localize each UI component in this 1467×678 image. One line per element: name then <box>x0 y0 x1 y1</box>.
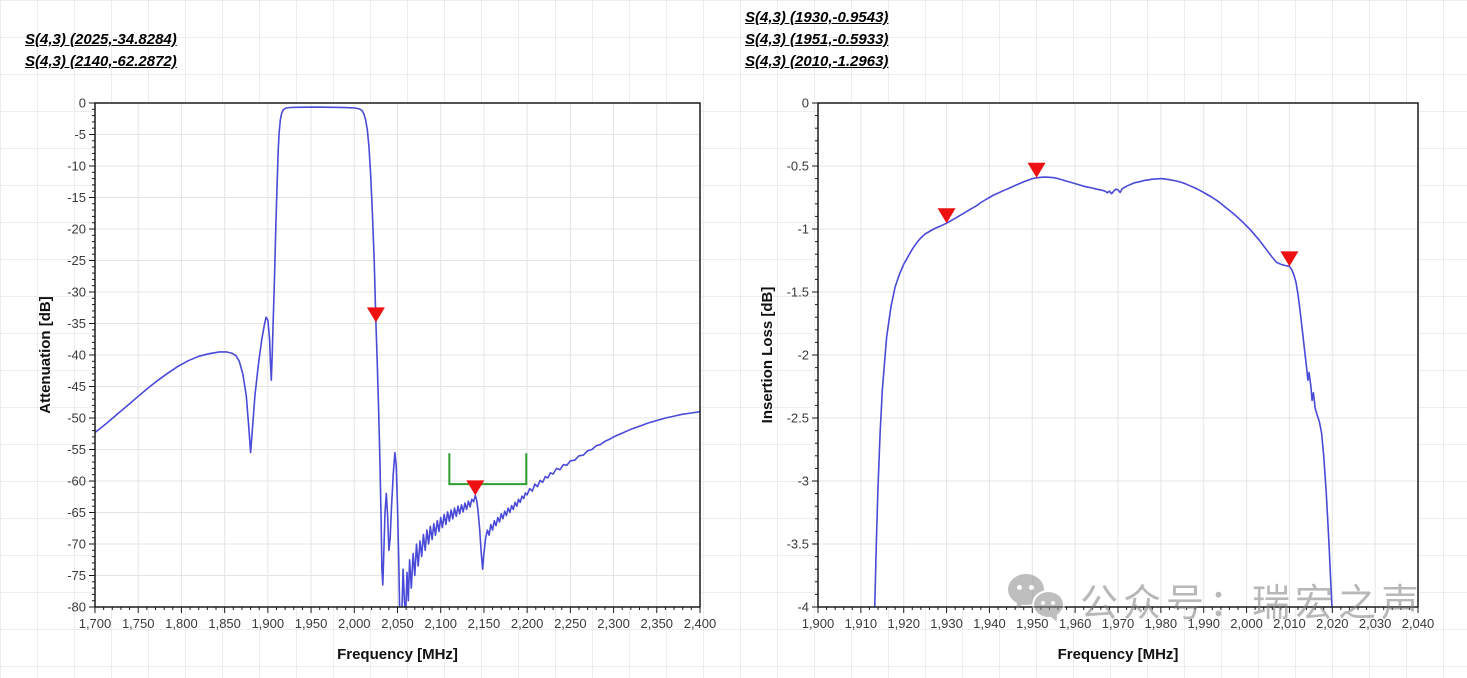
y-tick-label: -45 <box>67 379 86 394</box>
x-tick-label: 2,020 <box>1316 616 1349 631</box>
gridlines <box>818 103 1418 607</box>
x-tick-label: 2,010 <box>1273 616 1306 631</box>
x-tick-label: 2,040 <box>1402 616 1435 631</box>
insertion-loss-series-line <box>873 176 1333 607</box>
y-tick-label: -75 <box>67 568 86 583</box>
y-tick-label: -50 <box>67 411 86 426</box>
readout-label: S(4,3) (2025,-34.8284) <box>25 31 177 48</box>
x-tick-label: 2,050 <box>381 616 414 631</box>
tick-labels: 1,700 1,750 1,800 1,850 1,900 1,950 2,000 2,050… <box>67 96 716 632</box>
x-tick-label: 1,990 <box>1187 616 1220 631</box>
y-tick-label: 0 <box>79 96 86 111</box>
y-tick-label: -20 <box>67 222 86 237</box>
y-tick-label: -4 <box>797 600 809 615</box>
y-tick-label: -80 <box>67 600 86 615</box>
right-chart-readouts: S(4,3) (1930,-0.9543) S(4,3) (1951,-0.59… <box>745 7 888 73</box>
marker-triangle <box>366 307 385 323</box>
y-tick-label: -1.5 <box>787 285 809 300</box>
y-axis-title: Attenuation [dB] <box>37 296 54 413</box>
readout-label: S(4,3) (2010,-1.2963) <box>745 53 889 70</box>
y-tick-label: -3.5 <box>787 537 809 552</box>
attenuation-chart: 1,700 1,750 1,800 1,850 1,900 1,950 2,000 2,050… <box>37 96 716 664</box>
y-tick-label: -35 <box>67 316 86 331</box>
y-tick-label: -65 <box>67 505 86 520</box>
x-tick-label: 1,950 <box>1016 616 1049 631</box>
axis-ticks <box>89 102 701 613</box>
y-tick-label: -30 <box>67 285 86 300</box>
y-tick-label: -2.5 <box>787 411 809 426</box>
x-tick-label: 2,250 <box>554 616 587 631</box>
attenuation-series-line <box>95 106 700 607</box>
x-tick-label: 2,030 <box>1359 616 1392 631</box>
x-tick-label: 2,000 <box>1230 616 1263 631</box>
y-tick-label: -10 <box>67 159 86 174</box>
y-axis-title: Insertion Loss [dB] <box>759 287 776 424</box>
x-tick-label: 2,300 <box>597 616 630 631</box>
x-tick-label: 1,980 <box>1145 616 1178 631</box>
x-tick-label: 1,900 <box>802 616 835 631</box>
plot-border <box>94 102 701 608</box>
insertion-loss-chart: 1,900 1,910 1,920 1,930 1,940 1,950 1,960 1,970… <box>759 96 1434 664</box>
y-tick-label: -5 <box>74 127 86 142</box>
x-tick-label: 1,930 <box>930 616 963 631</box>
x-tick-label: 1,800 <box>165 616 198 631</box>
y-tick-label: -25 <box>67 253 86 268</box>
x-tick-label: 1,750 <box>122 616 155 631</box>
marker-triangle <box>466 480 485 496</box>
limit-bracket <box>448 453 528 486</box>
y-tick-label: -15 <box>67 190 86 205</box>
readout-label: S(4,3) (1951,-0.5933) <box>745 31 889 48</box>
axis-ticks <box>812 102 1419 613</box>
y-tick-label: -70 <box>67 537 86 552</box>
x-tick-label: 1,970 <box>1102 616 1135 631</box>
x-tick-label: 1,950 <box>295 616 328 631</box>
x-tick-label: 1,900 <box>252 616 285 631</box>
marker-triangle <box>1280 251 1299 267</box>
x-tick-label: 2,150 <box>468 616 501 631</box>
x-tick-label: 2,100 <box>424 616 457 631</box>
y-tick-label: -55 <box>67 442 86 457</box>
tick-labels: 1,900 1,910 1,920 1,930 1,940 1,950 1,960 1,970… <box>787 96 1435 632</box>
marker-triangle <box>1027 162 1046 178</box>
y-tick-label: -1 <box>797 222 809 237</box>
marker-triangle <box>937 208 956 224</box>
x-axis-title: Frequency [MHz] <box>337 646 458 663</box>
x-tick-label: 1,920 <box>887 616 920 631</box>
x-tick-label: 1,940 <box>973 616 1006 631</box>
y-tick-label: -0.5 <box>787 159 809 174</box>
plot-border <box>817 102 1419 608</box>
x-axis-title: Frequency [MHz] <box>1058 646 1179 663</box>
y-tick-label: 0 <box>802 96 809 111</box>
x-tick-label: 1,960 <box>1059 616 1092 631</box>
x-tick-label: 1,910 <box>845 616 878 631</box>
left-chart-readouts: S(4,3) (2025,-34.8284) S(4,3) (2140,-62.… <box>25 29 177 73</box>
gridlines <box>95 103 700 607</box>
x-tick-label: 1,700 <box>79 616 112 631</box>
y-tick-label: -2 <box>797 348 809 363</box>
y-tick-label: -3 <box>797 474 809 489</box>
x-tick-label: 2,400 <box>684 616 717 631</box>
x-tick-label: 2,200 <box>511 616 544 631</box>
y-tick-label: -60 <box>67 474 86 489</box>
x-tick-label: 2,000 <box>338 616 371 631</box>
x-tick-label: 2,350 <box>641 616 674 631</box>
readout-label: S(4,3) (2140,-62.2872) <box>25 53 177 70</box>
y-tick-label: -40 <box>67 348 86 363</box>
x-tick-label: 1,850 <box>208 616 241 631</box>
readout-label: S(4,3) (1930,-0.9543) <box>745 9 889 26</box>
